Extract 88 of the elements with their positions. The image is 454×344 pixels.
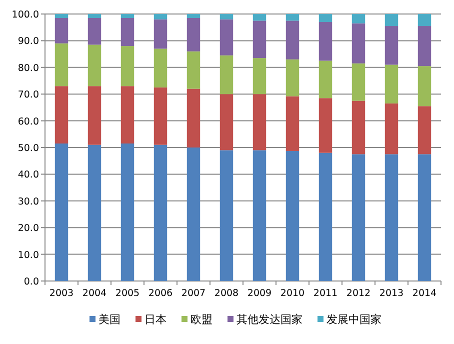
y-tick-label: 40.0 (18, 170, 39, 181)
bar (220, 55, 234, 94)
y-tick-label: 30.0 (18, 196, 39, 208)
x-tick-label: 2003 (49, 288, 74, 299)
bar (186, 14, 200, 18)
legend-label: 日本 (144, 313, 166, 326)
bar (220, 14, 234, 20)
bar (120, 18, 134, 46)
x-tick-label: 2013 (379, 288, 404, 299)
x-tick-label: 2005 (115, 288, 140, 299)
bar (418, 106, 432, 154)
bar (286, 96, 300, 151)
bar (54, 143, 68, 281)
x-tick-label: 2012 (346, 288, 371, 299)
bar (318, 98, 332, 153)
bar (88, 44, 102, 86)
x-tick-label: 2011 (313, 288, 338, 299)
bar (54, 14, 68, 18)
legend-label: 欧盟 (190, 313, 212, 326)
bar (352, 100, 366, 154)
bar (252, 14, 266, 21)
x-tick-label: 2007 (181, 288, 206, 299)
bar (154, 48, 168, 88)
bar (318, 22, 332, 61)
y-tick-label: 100.0 (12, 10, 39, 20)
bar (286, 59, 300, 96)
bar (384, 26, 398, 65)
x-tick-label: 2006 (148, 288, 173, 299)
bar (286, 20, 300, 60)
bar (286, 150, 300, 281)
bar (318, 152, 332, 281)
bar (418, 14, 432, 26)
bar (384, 103, 398, 154)
bar (186, 88, 200, 148)
bar (120, 14, 134, 18)
bar (54, 43, 68, 86)
bar (352, 23, 366, 64)
bar (54, 86, 68, 144)
bar (352, 154, 366, 281)
bar (88, 14, 102, 18)
bar (418, 26, 432, 66)
bar (220, 19, 234, 56)
bar (418, 66, 432, 106)
bar (220, 150, 234, 281)
legend-label: 美国 (98, 313, 120, 326)
bar (418, 154, 432, 281)
y-tick-label: 10.0 (18, 250, 39, 261)
bar (186, 51, 200, 89)
bar (120, 86, 134, 144)
bar (318, 14, 332, 22)
bar (252, 58, 266, 94)
bar (384, 14, 398, 26)
x-tick-label: 2014 (412, 288, 437, 299)
bar (318, 60, 332, 98)
bar (352, 14, 366, 24)
y-tick-label: 50.0 (18, 143, 39, 154)
bar (154, 14, 168, 20)
bar (384, 64, 398, 104)
y-tick-label: 60.0 (18, 116, 39, 128)
bar (252, 94, 266, 150)
bar (252, 20, 266, 58)
y-tick-label: 70.0 (18, 90, 39, 101)
y-tick-label: 20.0 (18, 223, 39, 234)
bar (120, 143, 134, 281)
bar (88, 144, 102, 281)
x-tick-label: 2009 (247, 288, 272, 299)
y-tick-label: 80.0 (18, 62, 39, 74)
bar (252, 150, 266, 281)
y-tick-label: 0.0 (24, 276, 39, 288)
y-tick-label: 90.0 (18, 36, 39, 48)
bar (120, 46, 134, 86)
x-tick-label: 2004 (82, 288, 107, 299)
bar (154, 19, 168, 49)
bar (384, 154, 398, 281)
legend-label: 发展中国家 (326, 313, 382, 326)
bar (186, 18, 200, 52)
bar (88, 18, 102, 45)
bar (154, 87, 168, 145)
bar (154, 144, 168, 281)
x-tick-label: 2010 (280, 288, 305, 299)
bar (286, 14, 300, 21)
bar (220, 94, 234, 150)
bar (88, 86, 102, 145)
legend-label: 其他发达国家 (236, 313, 302, 326)
bar (186, 148, 200, 281)
bar (54, 18, 68, 44)
x-tick-label: 2008 (214, 288, 239, 299)
bar (352, 63, 366, 101)
